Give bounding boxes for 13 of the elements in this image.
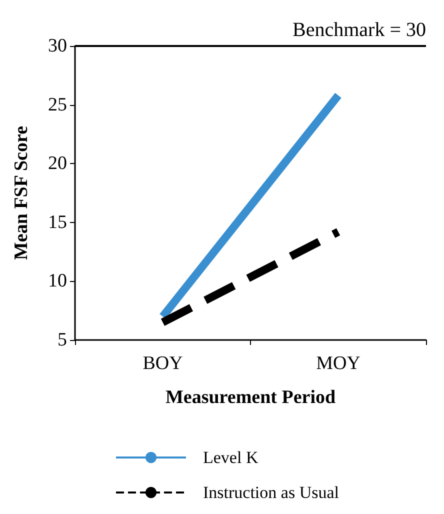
x-tick-label: MOY <box>316 353 361 374</box>
y-tick-label: 5 <box>58 330 67 350</box>
y-axis-title: Mean FSF Score <box>11 126 32 260</box>
ref-line-label: Benchmark = 30 <box>292 19 426 41</box>
x-axis-title: Measurement Period <box>165 387 336 408</box>
legend-label: Level K <box>203 448 259 467</box>
y-tick-label: 10 <box>48 270 67 292</box>
y-tick-label: 20 <box>48 153 67 174</box>
legend-label: Instruction as Usual <box>203 483 340 502</box>
y-tick-label: 25 <box>48 94 67 116</box>
y-tick-label: 30 <box>48 36 67 56</box>
y-tick-label: 15 <box>48 212 67 233</box>
x-tick-label: BOY <box>142 353 184 374</box>
